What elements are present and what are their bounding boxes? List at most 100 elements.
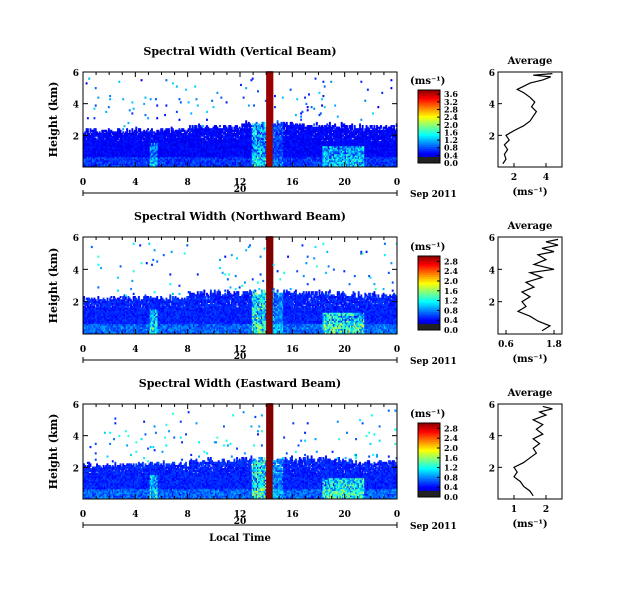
x-tick-label: 0 bbox=[80, 345, 86, 355]
y-tick-label: 2 bbox=[73, 299, 79, 309]
x-tick-label: 8 bbox=[185, 510, 191, 520]
y-tick-label: 6 bbox=[73, 234, 79, 244]
colorbar-frame bbox=[417, 89, 441, 164]
colorbar-tick-label: 2.8 bbox=[444, 256, 458, 266]
x-tick-label: 0 bbox=[394, 510, 400, 520]
colorbar-tick-label: 0.4 bbox=[444, 150, 458, 160]
colorbar-tick-label: 2.4 bbox=[444, 112, 458, 122]
colorbar-unit: (ms⁻¹) bbox=[410, 242, 445, 253]
colorbar-tick-label: 0.0 bbox=[444, 325, 458, 335]
colorbar-unit: (ms⁻¹) bbox=[410, 409, 445, 420]
colorbar-tick-label: 2.4 bbox=[444, 266, 458, 276]
y-axis-label: Height (km) bbox=[47, 248, 60, 324]
average-profile: Average 2 4 6 2 4 (ms⁻¹) bbox=[489, 56, 563, 198]
x-tick-label: 16 bbox=[286, 345, 299, 355]
profile-line bbox=[516, 238, 559, 332]
profile-y-tick-label: 4 bbox=[489, 101, 495, 111]
panel-title: Spectral Width (Northward Beam) bbox=[134, 210, 346, 223]
profile-line bbox=[513, 405, 553, 497]
profile-x-label: (ms⁻¹) bbox=[512, 519, 547, 530]
profile-x-tick-label: 1.8 bbox=[546, 340, 562, 350]
panel-northward-beam: Spectral Width (Northward Beam)0 4 8 12 16 20… bbox=[47, 210, 563, 367]
profile-y-tick-label: 6 bbox=[489, 401, 495, 411]
colorbar-tick-label: 2.0 bbox=[444, 120, 458, 130]
date-marker: 20 bbox=[234, 352, 247, 362]
x-tick-label: 20 bbox=[338, 510, 351, 520]
colorbar-tick-label: 0.0 bbox=[444, 158, 458, 168]
x-tick-label: 4 bbox=[132, 510, 138, 520]
y-tick-label: 4 bbox=[73, 433, 79, 443]
colorbar-unit: (ms⁻¹) bbox=[410, 76, 445, 87]
x-tick-label: 8 bbox=[185, 345, 191, 355]
y-axis-label: Height (km) bbox=[47, 82, 60, 158]
panel-eastward-beam: Spectral Width (Eastward Beam)0 4 8 12 16 20 0… bbox=[47, 377, 563, 544]
x-tick-label: 12 bbox=[234, 178, 247, 188]
x-tick-label: 0 bbox=[394, 178, 400, 188]
y-tick-label: 2 bbox=[73, 132, 79, 142]
x-tick-label: 16 bbox=[286, 510, 299, 520]
y-tick-label: 4 bbox=[73, 266, 79, 276]
profile-title: Average bbox=[507, 388, 553, 399]
profile-x-tick-label: 0.6 bbox=[498, 340, 514, 350]
profile-x-tick-label: 2 bbox=[543, 505, 549, 515]
panel-title: Spectral Width (Eastward Beam) bbox=[139, 377, 341, 390]
colorbar-tick-label: 2.8 bbox=[444, 104, 458, 114]
colorbar-frame bbox=[417, 422, 441, 498]
colorbar-tick-label: 0.4 bbox=[444, 315, 458, 325]
colorbar-tick-label: 1.2 bbox=[444, 463, 458, 473]
colorbar-tick-label: 0.0 bbox=[444, 492, 458, 502]
average-profile: Average 2 4 6 1 2 (ms⁻¹) bbox=[489, 388, 563, 530]
date-marker: 20 bbox=[234, 517, 247, 527]
profile-y-tick-label: 6 bbox=[489, 69, 495, 79]
colorbar-frame bbox=[417, 255, 441, 331]
heatmap-cells bbox=[83, 403, 398, 499]
profile-x-tick-label: 4 bbox=[543, 173, 549, 183]
x-tick-label: 4 bbox=[132, 345, 138, 355]
y-axis-label: Height (km) bbox=[47, 414, 60, 490]
colorbar-low-band bbox=[418, 324, 440, 330]
x-axis-label: Local Time bbox=[209, 533, 271, 544]
colorbar-low-band bbox=[418, 157, 440, 163]
x-tick-label: 4 bbox=[132, 178, 138, 188]
colorbar: (ms⁻¹) 0.00.40.81.21.62.02.42.8 bbox=[410, 242, 458, 335]
panel-title: Spectral Width (Vertical Beam) bbox=[143, 45, 336, 58]
colorbar-tick-label: 2.0 bbox=[444, 443, 458, 453]
average-profile: Average 2 4 6 0.6 1.8 (ms⁻¹) bbox=[489, 221, 563, 365]
profile-frame bbox=[497, 71, 563, 168]
profile-y-tick-label: 2 bbox=[489, 132, 495, 142]
y-tick-label: 2 bbox=[73, 464, 79, 474]
profile-y-tick-label: 2 bbox=[489, 464, 495, 474]
profile-frame bbox=[497, 236, 563, 335]
y-tick-label: 4 bbox=[73, 101, 79, 111]
colorbar-tick-label: 2.4 bbox=[444, 433, 458, 443]
profile-title: Average bbox=[507, 221, 553, 232]
colorbar-tick-label: 1.2 bbox=[444, 135, 458, 145]
panel-vertical-beam: Spectral Width (Vertical Beam)0 4 8 12 16 20 0… bbox=[47, 45, 563, 200]
colorbar-tick-label: 1.6 bbox=[444, 453, 458, 463]
profile-x-label: (ms⁻¹) bbox=[512, 187, 547, 198]
x-tick-label: 0 bbox=[80, 510, 86, 520]
colorbar-tick-label: 2.0 bbox=[444, 276, 458, 286]
colorbar: (ms⁻¹) 0.00.40.81.21.62.02.42.8 bbox=[410, 409, 458, 502]
profile-x-tick-label: 1 bbox=[511, 505, 517, 515]
colorbar-tick-label: 0.4 bbox=[444, 482, 458, 492]
date-marker: 20 bbox=[234, 185, 247, 195]
colorbar-tick-label: 0.8 bbox=[444, 143, 458, 153]
y-tick-label: 6 bbox=[73, 401, 79, 411]
profile-y-tick-label: 4 bbox=[489, 433, 495, 443]
x-tick-label: 8 bbox=[185, 178, 191, 188]
colorbar-tick-label: 1.6 bbox=[444, 127, 458, 137]
heatmap-cells bbox=[83, 236, 398, 334]
profile-y-tick-label: 4 bbox=[489, 266, 495, 276]
colorbar-tick-label: 0.8 bbox=[444, 305, 458, 315]
date-label: Sep 2011 bbox=[410, 522, 457, 532]
profile-frame bbox=[497, 403, 563, 500]
colorbar-tick-label: 2.8 bbox=[444, 423, 458, 433]
colorbar: (ms⁻¹) 0.00.40.81.21.62.02.42.83.23.6 bbox=[410, 76, 458, 168]
colorbar-tick-label: 3.6 bbox=[444, 89, 458, 99]
heatmap-cells bbox=[83, 71, 398, 167]
colorbar-tick-label: 0.8 bbox=[444, 472, 458, 482]
y-tick-label: 6 bbox=[73, 69, 79, 79]
